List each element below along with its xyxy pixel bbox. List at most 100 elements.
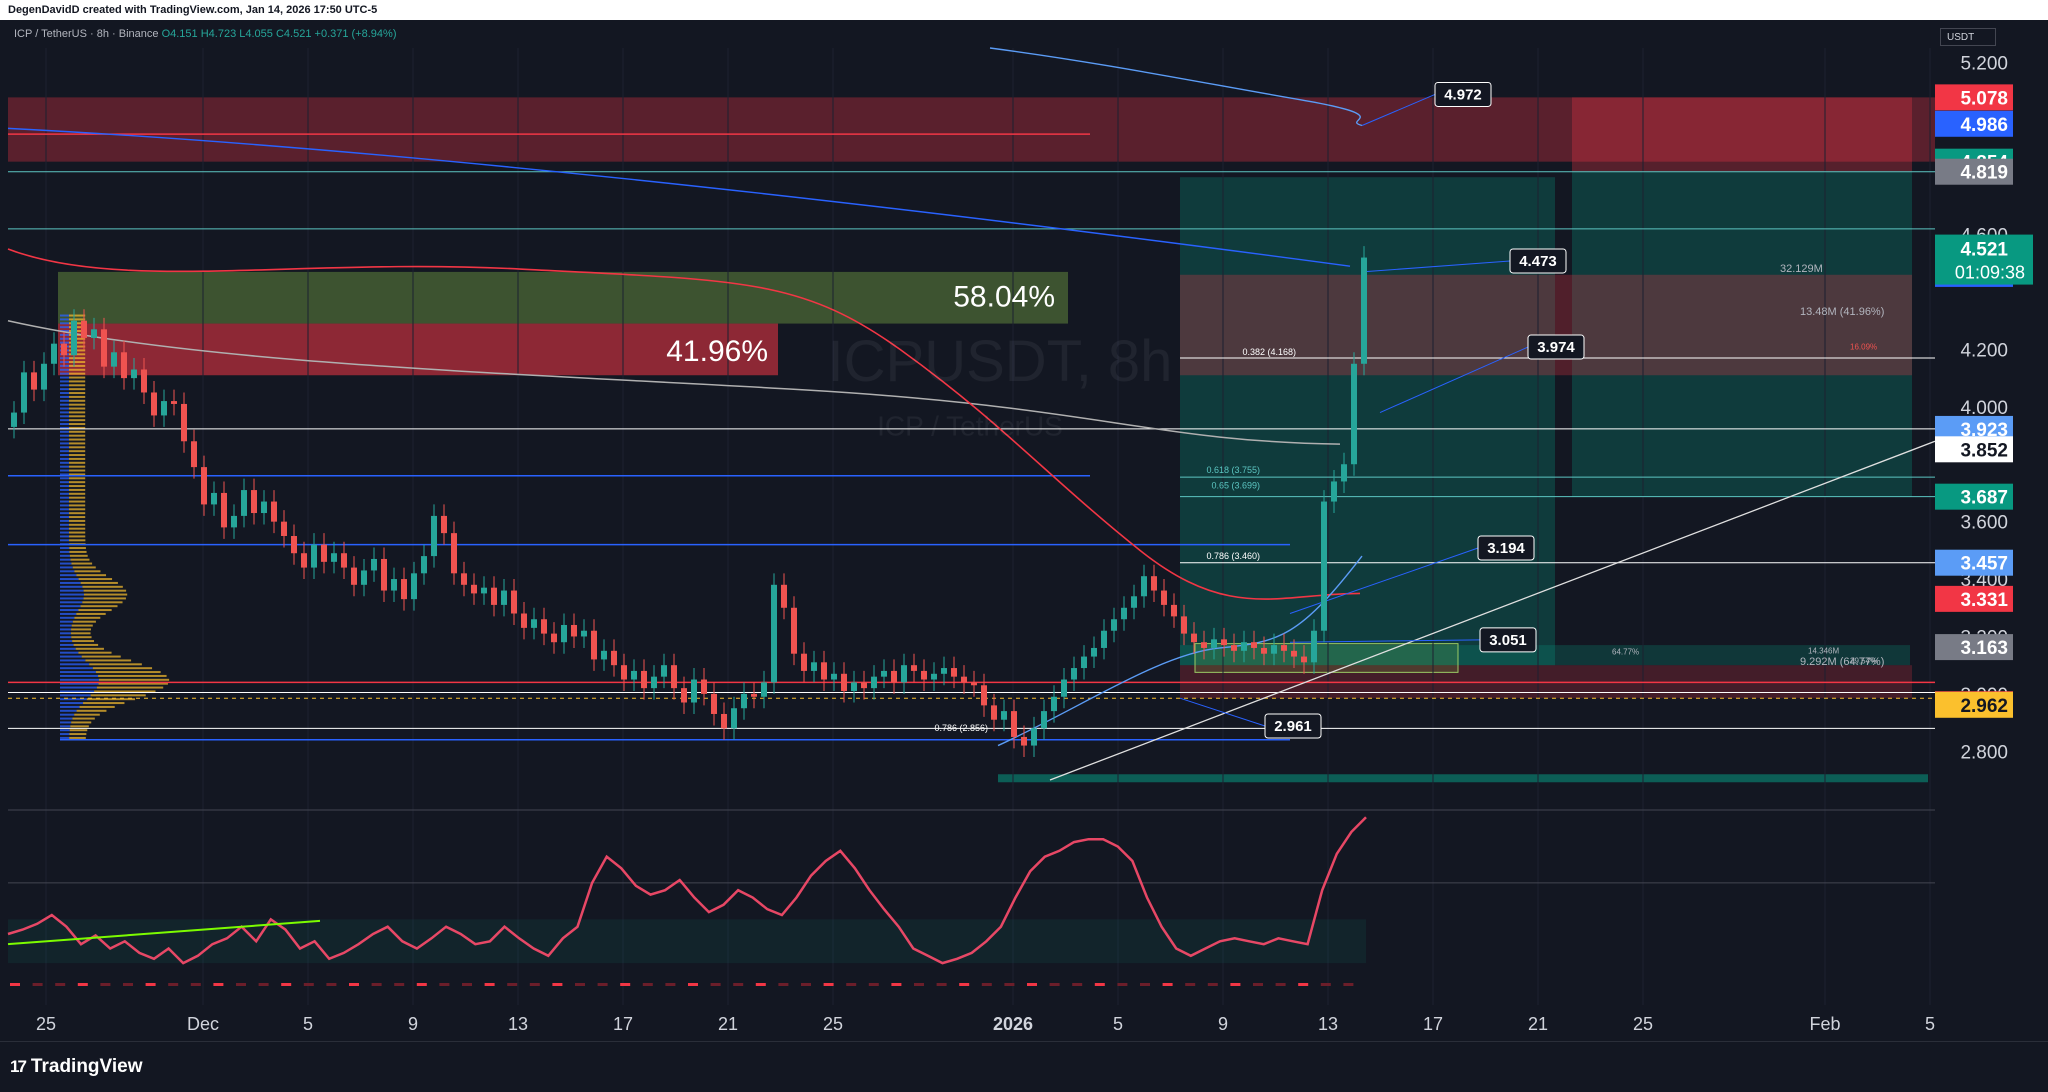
volume-profile-bar bbox=[81, 655, 121, 658]
signal-dot bbox=[1320, 983, 1331, 986]
candle-body bbox=[861, 682, 867, 689]
candle-body bbox=[1171, 604, 1177, 617]
candle-body bbox=[71, 320, 77, 356]
candle-body bbox=[451, 533, 457, 574]
watermark-ticker: ICPUSDT, 8h bbox=[828, 329, 1173, 394]
candle-body bbox=[191, 441, 197, 468]
symbol-legend[interactable]: ICP / TetherUS · 8h · Binance O4.151 H4.… bbox=[14, 28, 396, 40]
candle-body bbox=[421, 556, 427, 574]
candle-body bbox=[1081, 656, 1087, 669]
signal-dot bbox=[1275, 983, 1286, 986]
volume-profile-bar bbox=[60, 581, 81, 584]
candle-body bbox=[831, 673, 837, 680]
volume-profile-bar bbox=[83, 593, 128, 596]
callout-box[interactable] bbox=[1477, 535, 1535, 561]
last-price-value: 4.521 bbox=[1960, 240, 2008, 261]
volume-profile-bar bbox=[69, 473, 86, 476]
volume-profile-bar bbox=[69, 527, 86, 530]
price-chart[interactable]: ICPUSDT, 8h ICP / TetherUS 58.04% 41.96% 0.3… bbox=[0, 20, 2048, 1041]
volume-profile-bar bbox=[69, 454, 86, 457]
candle-body bbox=[951, 668, 957, 677]
volume-profile-bar bbox=[70, 725, 89, 728]
fib-label: 0.786 (3.460) bbox=[1206, 551, 1260, 561]
volume-profile-bar bbox=[60, 504, 70, 507]
volume-profile-bar bbox=[60, 519, 70, 522]
volume-profile-bar bbox=[60, 678, 99, 681]
signal-dot bbox=[1004, 983, 1015, 986]
candle-body bbox=[641, 670, 647, 689]
position-target-zone-right bbox=[1572, 171, 1912, 497]
callout-value: 2.961 bbox=[1274, 718, 1312, 735]
volume-profile-bar bbox=[69, 330, 86, 333]
volume-profile-bar bbox=[60, 632, 71, 635]
candle-body bbox=[1361, 257, 1367, 364]
tradingview-logo[interactable]: 17 TradingView bbox=[10, 1056, 143, 1078]
volume-profile-bar bbox=[69, 392, 86, 395]
signal-dot bbox=[733, 983, 744, 986]
price-label: 3.852 bbox=[1960, 440, 2008, 461]
price-label-bg bbox=[1935, 691, 2013, 718]
currency-selector[interactable]: USDT bbox=[1940, 28, 1996, 46]
callout-leader bbox=[1289, 639, 1481, 643]
price-label-bg bbox=[1935, 110, 2013, 137]
volume-profile-bar bbox=[60, 450, 69, 453]
volume-profile-bar bbox=[69, 550, 87, 553]
price-label: 4.819 bbox=[1960, 163, 2008, 184]
volume-profile-bar bbox=[60, 570, 75, 573]
volume-profile-bar bbox=[69, 361, 86, 364]
x-tick-label: 9 bbox=[1218, 1014, 1228, 1034]
candle-body bbox=[1141, 576, 1147, 597]
x-tick-label: 21 bbox=[1528, 1014, 1548, 1034]
candle-body bbox=[1151, 576, 1157, 591]
volume-profile-bar bbox=[60, 314, 69, 317]
volume-profile-bar bbox=[60, 729, 70, 732]
price-label-bg bbox=[1935, 158, 2013, 185]
signal-dot bbox=[959, 983, 970, 986]
brand-name: TradingView bbox=[30, 1056, 143, 1077]
callout-box[interactable] bbox=[1479, 627, 1537, 653]
candle-body bbox=[701, 679, 707, 694]
x-tick-label: 25 bbox=[823, 1014, 843, 1034]
callout-box[interactable] bbox=[1264, 713, 1322, 739]
volume-label: 29.54% bbox=[1850, 657, 1877, 666]
callout-box[interactable] bbox=[1527, 334, 1585, 360]
candle-body bbox=[241, 490, 247, 516]
x-tick-label: 13 bbox=[508, 1014, 528, 1034]
callout-box[interactable] bbox=[1434, 81, 1492, 107]
candle-body bbox=[1021, 736, 1027, 746]
candle-body bbox=[661, 665, 667, 677]
volume-label: 13.48M (41.96%) bbox=[1800, 306, 1884, 318]
osc-trendline-green bbox=[7, 919, 321, 946]
candle-body bbox=[181, 403, 187, 442]
open-value: O4.151 bbox=[161, 28, 198, 40]
volume-profile-bar bbox=[69, 337, 86, 340]
volume-profile-bar bbox=[95, 671, 161, 674]
callout-box[interactable] bbox=[1509, 248, 1567, 274]
volume-profile-bar bbox=[69, 547, 86, 550]
price-label: 4.986 bbox=[1960, 115, 2008, 136]
signal-dot bbox=[552, 983, 563, 986]
volume-profile-bar bbox=[60, 430, 69, 433]
volume-profile-bar bbox=[69, 326, 86, 329]
signal-dot bbox=[846, 983, 857, 986]
volume-profile-bar bbox=[75, 647, 104, 650]
signal-dot bbox=[416, 983, 427, 986]
volume-profile-bar bbox=[69, 450, 86, 453]
candle-body bbox=[811, 662, 817, 671]
volume-profile-bar bbox=[69, 434, 86, 437]
signal-dot bbox=[1027, 983, 1037, 986]
volume-profile-bar bbox=[69, 322, 86, 325]
volume-profile-bar bbox=[60, 496, 69, 499]
volume-profile-bar bbox=[98, 678, 170, 681]
volume-profile-bar bbox=[60, 636, 72, 639]
candle-body bbox=[741, 693, 747, 709]
callout-leader bbox=[1379, 346, 1529, 414]
volume-profile-bar bbox=[60, 527, 70, 530]
candle-body bbox=[691, 679, 697, 703]
volume-profile-bar bbox=[69, 539, 86, 542]
symbol-description: ICP / TetherUS · 8h · Binance bbox=[14, 28, 159, 40]
candle-body bbox=[501, 590, 507, 605]
volume-profile-bar bbox=[60, 562, 72, 565]
chart-area[interactable]: ICPUSDT, 8h ICP / TetherUS 58.04% 41.96% 0.3… bbox=[0, 20, 2048, 1041]
signal-dot bbox=[439, 983, 450, 986]
